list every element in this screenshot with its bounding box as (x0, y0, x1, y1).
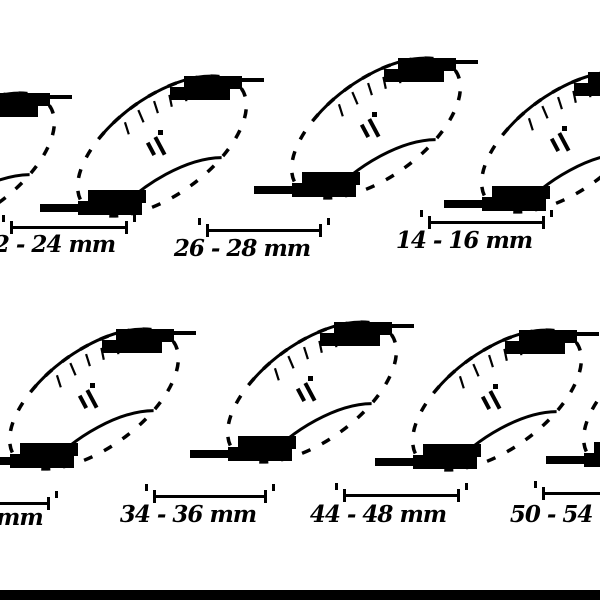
watch-case-bottom-edge (326, 138, 436, 199)
watch-case-texture-ticks (337, 72, 402, 117)
bottom-bar (0, 590, 600, 600)
size-label-b4: 50 - 54 mm (509, 501, 600, 528)
watch-case-top-edge (505, 70, 600, 132)
measure-bar-t2 (2, 215, 136, 234)
size-label-t2: 22 - 24 mm (0, 231, 116, 258)
measure-bar-b3 (335, 483, 468, 502)
watch-case-bottom-edge (262, 402, 372, 463)
watch-case-bottom-edge (44, 409, 154, 470)
size-label-t3: 26 - 28 mm (173, 235, 311, 262)
measure-bar-t3 (198, 218, 330, 237)
measure-bar-t4 (420, 210, 553, 229)
size-label-b1-cut: mm (0, 504, 44, 531)
watch-case-bottom-edge (0, 173, 30, 234)
measure-bar-b4-cut (534, 481, 600, 500)
watch-case-top-edge (0, 91, 19, 153)
size-label-b2: 34 - 36 mm (119, 501, 257, 528)
watch-case-bottom-edge (447, 410, 557, 471)
measure-bar-b2 (145, 484, 275, 503)
watch-case-bottom-edge (112, 156, 222, 217)
size-label-b3: 44 - 48 mm (309, 501, 447, 528)
size-label-t4: 14 - 16 mm (395, 227, 533, 254)
measure-bar-b1-cut (0, 491, 58, 510)
